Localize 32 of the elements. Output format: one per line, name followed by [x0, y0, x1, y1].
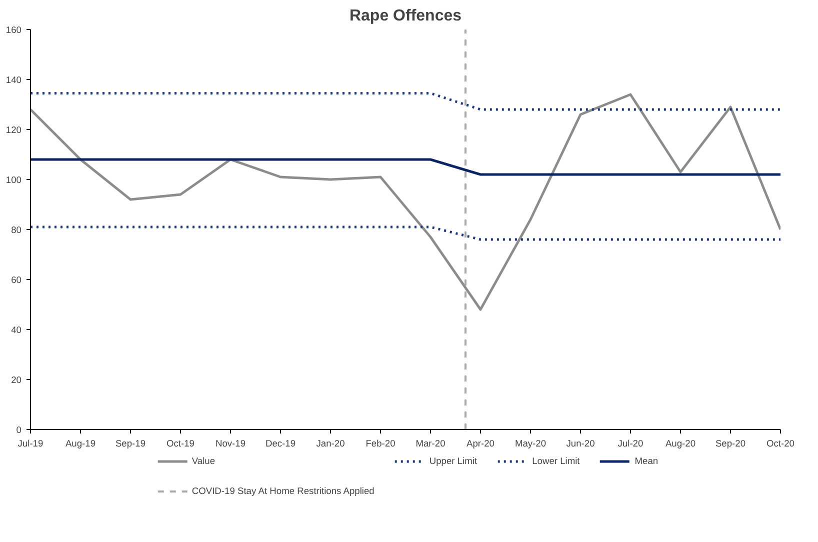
line-series — [30, 93, 780, 311]
x-tick-label: Sep-19 — [115, 438, 146, 448]
chart-title: Rape Offences — [349, 8, 462, 24]
legend-label: Upper Limit — [429, 456, 478, 466]
y-tick-label: 120 — [6, 125, 22, 135]
y-tick-label: 140 — [6, 75, 22, 85]
x-tick-label: Aug-20 — [665, 438, 696, 448]
x-tick-label: Jul-19 — [18, 438, 44, 448]
y-tick-label: 0 — [16, 425, 22, 435]
x-tick-label: Jun-20 — [566, 438, 595, 448]
x-tick-label: Nov-19 — [215, 438, 246, 448]
legend-label: COVID-19 Stay At Home Restritions Applied — [192, 486, 374, 496]
legend-label: Value — [192, 456, 216, 466]
y-tick-label: 100 — [6, 175, 22, 185]
x-tick-label: Mar-20 — [416, 438, 446, 448]
x-tick-label: May-20 — [514, 438, 546, 448]
y-tick-label: 40 — [11, 325, 22, 335]
legend-label: Mean — [634, 456, 658, 466]
legend-label: Lower Limit — [532, 456, 580, 466]
x-tick-label: Sep-20 — [715, 438, 746, 448]
x-tick-label: Oct-19 — [166, 438, 195, 448]
y-tick-label: 80 — [11, 225, 22, 235]
x-tick-label: Feb-20 — [366, 438, 396, 448]
x-tick-label: Aug-19 — [65, 438, 96, 448]
x-tick-label: Apr-20 — [466, 438, 494, 448]
x-tick-label: Jan-20 — [316, 438, 345, 448]
y-tick-label: 160 — [6, 25, 22, 35]
x-tick-label: Dec-19 — [265, 438, 296, 448]
y-tick-label: 20 — [11, 375, 22, 385]
x-tick-label: Oct-20 — [766, 438, 795, 448]
y-tick-label: 60 — [11, 275, 22, 285]
x-tick-label: Jul-20 — [618, 438, 644, 448]
